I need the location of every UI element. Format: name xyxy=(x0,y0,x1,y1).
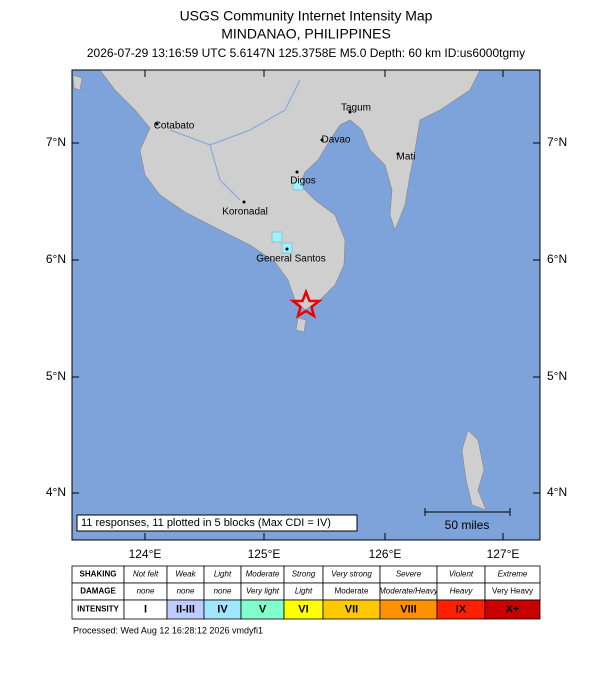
legend-cell-text: Moderate xyxy=(335,587,369,596)
place-marker xyxy=(320,138,324,142)
legend-row-label: SHAKING xyxy=(80,570,117,579)
place-marker xyxy=(396,152,400,156)
lat-label: 5°N xyxy=(46,369,66,383)
lat-label: 6°N xyxy=(547,252,567,266)
legend-cell-text: Light xyxy=(295,587,313,596)
legend-cell-text: IX xyxy=(456,603,467,615)
lon-label: 124°E xyxy=(129,547,162,561)
legend-cell-text: Very strong xyxy=(331,570,372,579)
island xyxy=(461,429,487,511)
legend-cell-text: Extreme xyxy=(498,570,528,579)
epicenter xyxy=(289,288,323,319)
lat-label: 7°N xyxy=(547,135,567,149)
lat-label: 4°N xyxy=(46,485,66,499)
legend-cell-text: Strong xyxy=(292,570,316,579)
legend-cell-text: V xyxy=(259,603,267,615)
lon-label: 126°E xyxy=(369,547,402,561)
place-label: Digos xyxy=(290,176,316,187)
land xyxy=(99,69,481,311)
lat-label: 5°N xyxy=(547,369,567,383)
river xyxy=(169,79,301,201)
legend-cell-text: Severe xyxy=(396,570,422,579)
map: 50 miles 11 responses, 11 plotted in 5 b… xyxy=(71,69,541,541)
legend-cell-text: Heavy xyxy=(450,587,474,596)
lat-label: 4°N xyxy=(547,485,567,499)
legend-row-label: INTENSITY xyxy=(77,605,119,614)
legend-cell-text: Weak xyxy=(175,570,196,579)
legend-cell-text: X+ xyxy=(506,603,520,615)
place-label: Koronadal xyxy=(222,207,268,218)
lon-label: 127°E xyxy=(487,547,520,561)
place-marker xyxy=(348,110,352,114)
place-label: Davao xyxy=(322,135,351,146)
title: USGS Community Internet Intensity Map xyxy=(180,8,433,24)
legend-cell-text: VIII xyxy=(400,603,417,615)
legend-cell-text: Moderate xyxy=(246,570,280,579)
legend-cell-text: Very Heavy xyxy=(492,587,533,596)
place-label: Mati xyxy=(397,152,416,163)
place-label: General Santos xyxy=(256,254,326,265)
island xyxy=(72,74,83,91)
place-label: Cotabato xyxy=(154,121,195,132)
place-label: Tagum xyxy=(341,103,371,114)
summary-box xyxy=(76,514,358,532)
summary: 11 responses, 11 plotted in 5 blocks (Ma… xyxy=(81,517,331,529)
legend-cell-text: IV xyxy=(217,603,228,615)
legend-cell-text: none xyxy=(214,587,232,596)
details: 2026-07-29 13:16:59 UTC 5.6147N 125.3758… xyxy=(87,46,525,60)
legend-cell-text: Light xyxy=(214,570,232,579)
cdi-block xyxy=(271,231,283,243)
legend-cell-text: VI xyxy=(298,603,308,615)
region: MINDANAO, PHILIPPINES xyxy=(221,26,391,42)
place-marker xyxy=(285,247,289,251)
lon-label: 125°E xyxy=(248,547,281,561)
legend-cell-text: none xyxy=(137,587,155,596)
scale-label: 50 miles xyxy=(445,518,490,532)
legend-cell-text: VII xyxy=(345,603,358,615)
place-marker xyxy=(242,200,246,204)
legend-cell-text: Violent xyxy=(449,570,474,579)
footer: Processed: Wed Aug 12 16:28:12 2026 vmdy… xyxy=(73,625,263,635)
cdi-block xyxy=(292,179,304,191)
place-marker xyxy=(155,122,159,126)
legend-cell xyxy=(484,599,541,620)
legend-cell-text: Moderate/Heavy xyxy=(379,587,439,596)
legend: SHAKING Not felt Weak Light Moderate Strong Ve… xyxy=(71,565,541,620)
lat-label: 6°N xyxy=(46,252,66,266)
legend-cell-text: Not felt xyxy=(133,570,159,579)
lat-label: 7°N xyxy=(46,135,66,149)
legend-cell-text: II-III xyxy=(176,603,195,615)
map-frame xyxy=(71,69,541,541)
place-marker xyxy=(295,170,299,174)
legend-cell-text: I xyxy=(144,603,147,615)
legend-cell-text: none xyxy=(177,587,195,596)
legend-row-label: DAMAGE xyxy=(80,587,116,596)
island xyxy=(295,317,307,333)
legend-cell-text: Very light xyxy=(246,587,280,596)
